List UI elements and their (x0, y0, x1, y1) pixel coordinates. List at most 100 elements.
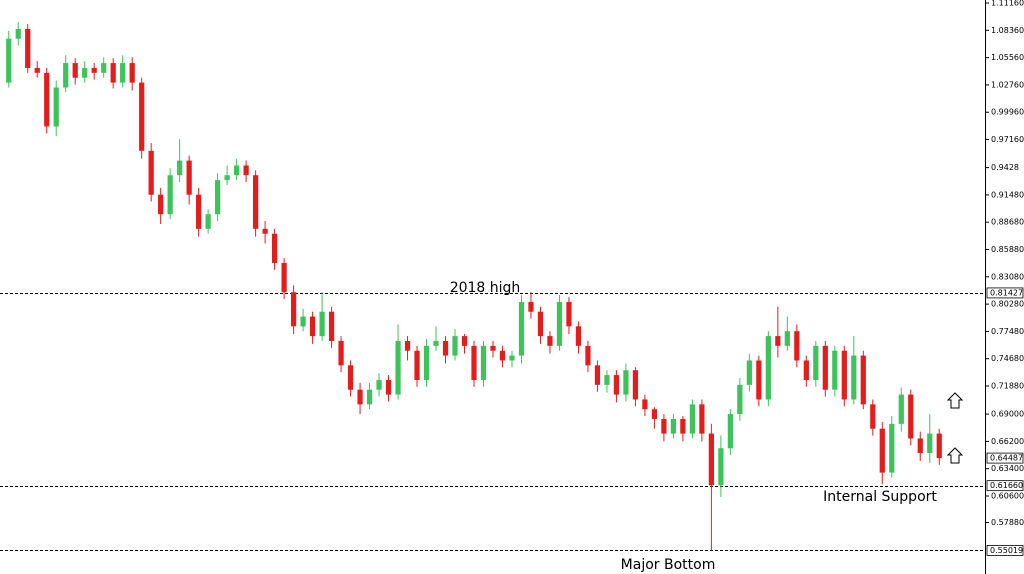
candle-body (841, 350, 847, 400)
y-tick-label: 0.66200 (991, 437, 1024, 446)
candle-body (357, 389, 363, 405)
candle-body (461, 336, 468, 346)
candle-body (309, 316, 316, 337)
candle-body (632, 370, 639, 400)
candle-body (15, 28, 21, 39)
y-tick-label: 0.57880 (991, 518, 1024, 527)
candle-body (509, 355, 515, 361)
candle-body (737, 384, 743, 415)
candle-body (471, 345, 477, 380)
level-box (986, 545, 1024, 556)
candle-body (585, 345, 591, 366)
candle-body (442, 340, 449, 356)
candle-body (547, 336, 553, 346)
candle-body (623, 370, 629, 395)
candle-body (186, 160, 192, 195)
candle-body (91, 67, 97, 73)
candle-body (262, 228, 268, 234)
candle-body (518, 301, 525, 356)
candle-body (490, 345, 496, 351)
candle-body (158, 194, 164, 215)
candle-body (680, 418, 686, 434)
y-tick-label: 0.69000 (991, 410, 1024, 419)
candle-body (756, 360, 762, 400)
candle-body (25, 28, 31, 68)
candle-body (6, 38, 12, 83)
candle-body (613, 375, 620, 395)
candle-body (775, 336, 781, 346)
y-tick-label: 0.60600 (991, 491, 1024, 500)
candle-body (234, 165, 240, 176)
candle-body (167, 175, 173, 215)
candle-body (765, 336, 771, 400)
candle-body (870, 404, 876, 429)
candle-body (328, 311, 335, 341)
candle-body (82, 67, 88, 78)
candle-body (290, 292, 297, 327)
candle-body (139, 82, 145, 151)
candle-body (642, 399, 648, 410)
level-box (986, 480, 1024, 492)
last-price-label: 0.64487 (990, 454, 1023, 463)
candle-body (480, 345, 487, 380)
candle-body (215, 180, 221, 215)
candle-body (281, 262, 287, 293)
candle-body (319, 311, 325, 337)
candle-body (101, 63, 107, 73)
candle-body (72, 63, 78, 78)
candle-body (889, 423, 895, 473)
candle-body (927, 433, 933, 454)
y-tick-label: 0.74680 (991, 354, 1024, 363)
candle-body (224, 175, 230, 181)
candle-body (385, 379, 392, 395)
y-tick-label: 0.91480 (991, 190, 1024, 199)
y-tick-label: 0.9428 (991, 163, 1019, 172)
y-tick-label: 1.08360 (991, 26, 1024, 35)
up-arrow (946, 447, 964, 464)
candle-body (300, 316, 306, 327)
candle-body (860, 355, 866, 405)
candle-body (129, 63, 135, 83)
candle-body (376, 379, 382, 390)
candle-body (499, 350, 506, 361)
candle-body (253, 175, 259, 229)
candle-body (908, 394, 914, 439)
annotation: Internal Support (823, 489, 937, 505)
candle-body (689, 404, 695, 434)
candle-body (651, 409, 658, 419)
candle-body (366, 389, 373, 405)
candle-body (271, 233, 278, 263)
candle-body (556, 301, 563, 346)
y-tick-label: 0.71880 (991, 382, 1024, 391)
y-tick-label: 0.80280 (991, 300, 1024, 309)
level-label: 0.55019 (990, 546, 1023, 555)
last-price-box (986, 452, 1024, 464)
candle-body (63, 63, 69, 88)
candle-body (803, 360, 809, 380)
candle-body (708, 433, 714, 486)
y-tick-label: 0.85880 (991, 245, 1024, 254)
y-tick-label: 0.88680 (991, 218, 1024, 227)
candle-body (110, 63, 116, 83)
candle-body (746, 360, 752, 385)
y-tick-label: 1.05560 (991, 53, 1024, 62)
candle-body (594, 365, 601, 385)
candle-body (670, 418, 677, 434)
candle-body (566, 301, 572, 327)
candle-body (433, 340, 439, 346)
level-box (986, 287, 1024, 299)
candle-body (537, 311, 544, 337)
candle-body (699, 404, 705, 434)
candle-body (338, 340, 344, 366)
y-tick-label: 0.99960 (991, 108, 1024, 117)
up-arrow (946, 392, 964, 409)
candle-body (452, 336, 458, 356)
candle-body (395, 340, 401, 395)
candle-body (575, 326, 582, 346)
candle-body (851, 355, 857, 400)
candle-body (794, 331, 800, 361)
candle-body (120, 63, 126, 83)
candle-body (404, 340, 411, 351)
candle-body (879, 428, 885, 473)
